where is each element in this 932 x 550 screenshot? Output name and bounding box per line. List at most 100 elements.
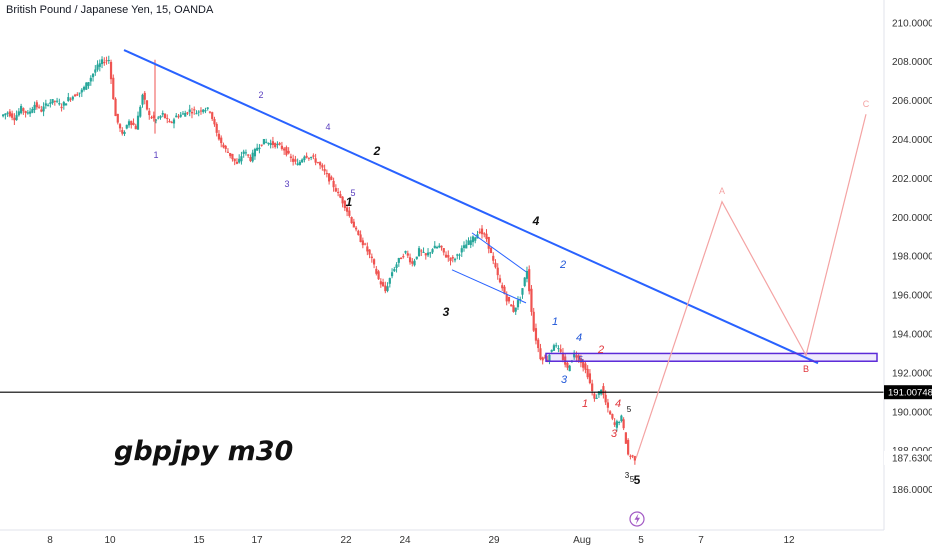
candle [602, 383, 605, 399]
candle [390, 268, 394, 279]
y-tick-label: 192.00000 [892, 368, 932, 379]
candle [343, 199, 346, 212]
candle [516, 296, 520, 310]
candle [588, 369, 592, 385]
candle [82, 85, 86, 92]
x-tick-label: 5 [638, 535, 644, 546]
candle [262, 138, 266, 145]
candle [199, 107, 203, 115]
projection-path[interactable] [635, 114, 867, 459]
triangle-pattern[interactable] [451, 232, 527, 304]
candle [521, 288, 524, 299]
candle [37, 104, 41, 109]
candle [397, 257, 400, 267]
candle [332, 177, 335, 192]
candle [505, 291, 508, 306]
candle [253, 147, 257, 160]
current-price-label: 191.00748 [888, 388, 932, 399]
candle [458, 253, 461, 260]
wave-label: 1 [346, 195, 353, 209]
descending-trendline[interactable] [123, 49, 819, 365]
candle [112, 74, 115, 100]
price-tags: 191.00748 187.63000 [884, 385, 932, 465]
candle [305, 152, 308, 159]
candle [523, 276, 526, 288]
candle [442, 247, 445, 256]
resistance-zone[interactable] [545, 352, 878, 362]
lightning-icon[interactable] [629, 511, 645, 527]
candle [393, 266, 396, 273]
candle [269, 139, 272, 149]
candle [46, 103, 50, 107]
candle [141, 93, 144, 108]
x-tick-label: 17 [251, 535, 263, 546]
candle [76, 92, 79, 97]
candle [609, 410, 612, 415]
candle [480, 225, 484, 239]
candle [633, 455, 636, 465]
candle [433, 241, 436, 249]
candle [240, 151, 243, 165]
current-price-tag: 191.00748 [884, 385, 932, 400]
candle [179, 111, 182, 118]
candle [235, 158, 239, 165]
candle [168, 118, 171, 123]
candle [197, 110, 200, 117]
candle [98, 59, 101, 72]
candle [325, 169, 328, 178]
candle [289, 153, 292, 162]
candle [136, 111, 140, 130]
candle [557, 345, 560, 353]
wave-label: 4 [532, 214, 540, 228]
candle [440, 245, 443, 251]
candle [42, 102, 45, 117]
candle [154, 118, 158, 124]
candle [435, 245, 439, 249]
candle [350, 216, 353, 224]
candle [294, 155, 297, 165]
candle [123, 130, 126, 137]
candle [498, 274, 502, 284]
candle [193, 106, 196, 115]
candle [161, 110, 164, 118]
candle [530, 285, 533, 316]
y-tick-label: 190.00000 [892, 407, 932, 418]
candle [280, 141, 284, 151]
candle [532, 307, 535, 333]
candle [559, 344, 562, 354]
candle [510, 304, 513, 307]
candle [298, 159, 301, 166]
candle [130, 120, 133, 129]
candle [8, 109, 11, 118]
candle [71, 95, 74, 101]
wave-label: 3 [611, 428, 618, 440]
candle [213, 116, 216, 127]
candle [417, 245, 421, 257]
candle [121, 127, 124, 136]
candle [242, 149, 245, 158]
candle [415, 256, 418, 260]
candle [163, 113, 167, 119]
candle [366, 242, 369, 256]
candle [310, 156, 313, 161]
candle [372, 258, 376, 269]
x-tick-label: 22 [340, 535, 352, 546]
price-axis: 210.00000 208.00000 206.00000 204.00000 202.… [883, 0, 932, 530]
candle [31, 106, 34, 114]
candle [611, 413, 614, 421]
x-tick-label: Aug [573, 535, 591, 546]
candle [447, 250, 450, 262]
candle [118, 123, 122, 132]
candle [453, 257, 457, 263]
candle [231, 153, 234, 162]
candle [316, 161, 319, 164]
candle [541, 356, 544, 365]
candle [328, 173, 331, 185]
last-price-tag: 187.63000 [884, 450, 932, 465]
candle [618, 420, 621, 426]
candle [29, 107, 32, 117]
candle [462, 241, 466, 252]
candle [20, 103, 23, 115]
candle [413, 258, 416, 267]
